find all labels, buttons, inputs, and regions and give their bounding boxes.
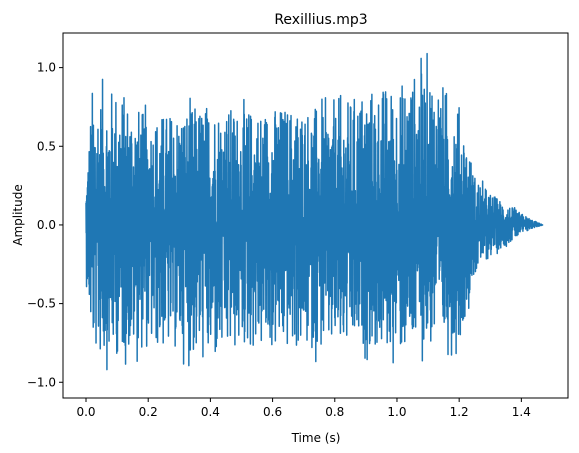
waveform-series-line (85, 52, 544, 371)
plot-area (62, 32, 569, 399)
y-axis: −1.0 −0.5 0.0 0.5 1.0 (27, 61, 63, 389)
x-axis-label: Time (s) (291, 431, 341, 445)
x-tick-label: 0.8 (325, 405, 344, 419)
y-tick-label: 0.5 (37, 139, 56, 153)
x-tick-label: 1.0 (387, 405, 406, 419)
x-tick-label: 0.4 (201, 405, 220, 419)
x-axis: 0.0 0.2 0.4 0.6 0.8 1.0 1.2 1.4 (76, 398, 531, 419)
y-tick-label: −0.5 (27, 297, 56, 311)
y-tick-label: 1.0 (37, 61, 56, 75)
x-tick-label: 0.6 (263, 405, 282, 419)
x-tick-label: 1.4 (512, 405, 531, 419)
y-tick-label: 0.0 (37, 218, 56, 232)
y-axis-label: Amplitude (11, 184, 25, 246)
x-tick-label: 0.0 (76, 405, 95, 419)
chart-title: Rexillius.mp3 (274, 12, 367, 28)
x-tick-label: 1.2 (450, 405, 469, 419)
plot-frame (62, 32, 569, 399)
x-tick-label: 0.2 (139, 405, 158, 419)
y-tick-label: −1.0 (27, 375, 56, 389)
